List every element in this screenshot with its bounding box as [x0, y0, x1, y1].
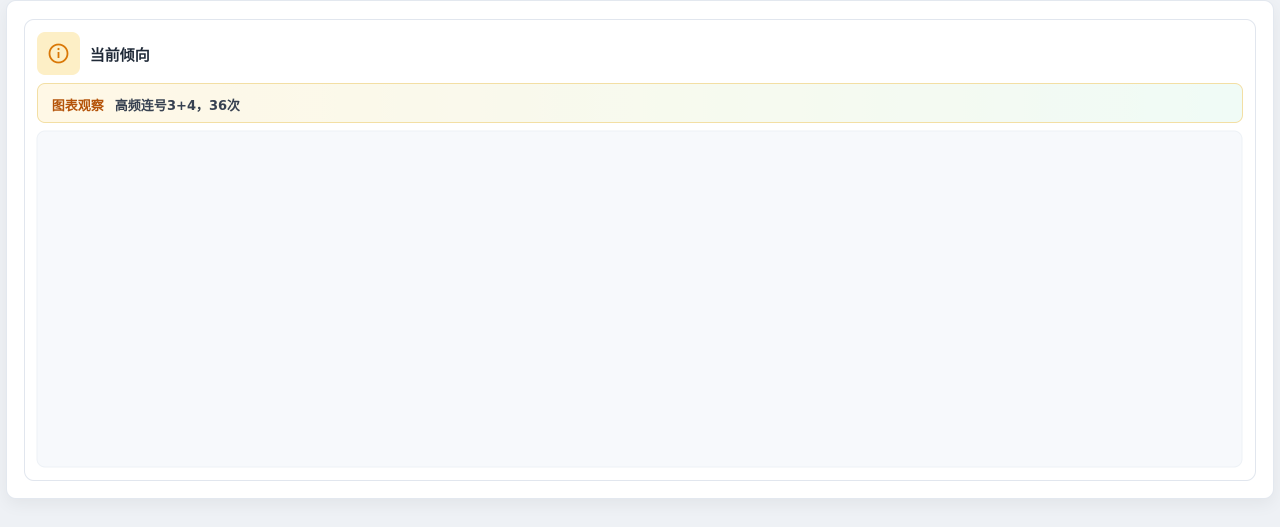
note-label: 图表观察	[52, 99, 105, 114]
info-icon: 00.010.020.030.040.050.060.070.083-40.07…	[37, 32, 80, 75]
chart-area	[36, 130, 1243, 468]
card-title: 当前倾向	[90, 46, 151, 64]
observation: 图表观察 高频连号3+4，36次	[37, 83, 1243, 123]
info-glyph: 00.010.020.030.040.050.060.070.083-40.07…	[48, 43, 69, 64]
note-text: 高频连号3+4，36次	[115, 99, 241, 114]
